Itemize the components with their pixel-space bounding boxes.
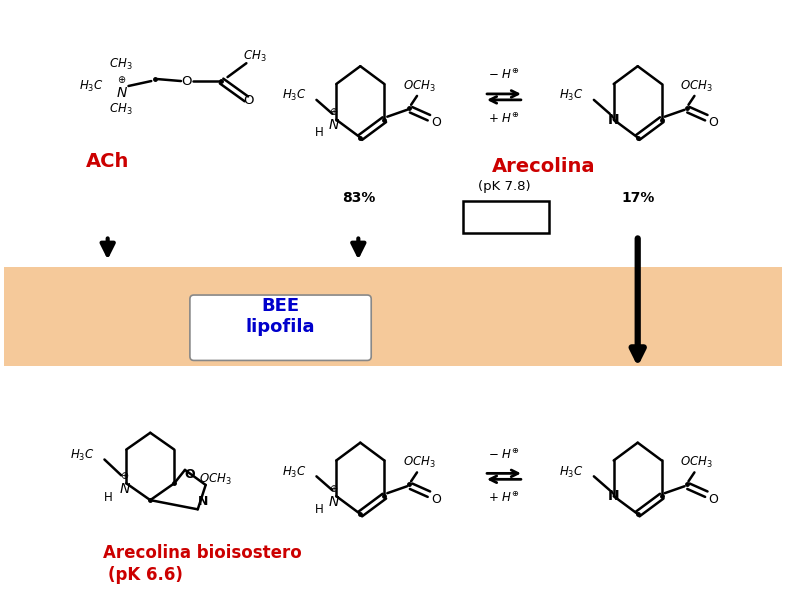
Text: (pK 7.8): (pK 7.8) xyxy=(478,180,531,192)
Text: $H_3C$: $H_3C$ xyxy=(560,89,584,104)
Text: $+\ H^{\oplus}$: $+\ H^{\oplus}$ xyxy=(488,491,520,506)
Text: $\overset{\oplus}{N}$: $\overset{\oplus}{N}$ xyxy=(116,75,127,100)
Text: O: O xyxy=(431,116,441,129)
Text: H: H xyxy=(104,491,112,504)
Text: $CH_3$: $CH_3$ xyxy=(108,57,132,72)
Text: $OCH_3$: $OCH_3$ xyxy=(680,78,713,93)
Text: 83%: 83% xyxy=(342,191,375,205)
Text: $\overset{\oplus}{N}$: $\overset{\oplus}{N}$ xyxy=(329,108,340,133)
Text: O: O xyxy=(708,492,718,506)
Text: (pK 6.6): (pK 6.6) xyxy=(108,567,182,585)
Text: O: O xyxy=(185,468,195,482)
Text: $H_3C$: $H_3C$ xyxy=(70,448,94,463)
Bar xyxy=(4,267,782,367)
FancyBboxPatch shape xyxy=(190,295,371,361)
Text: $H_3C$: $H_3C$ xyxy=(282,465,307,480)
Text: ACh: ACh xyxy=(86,152,130,171)
Text: $\overset{\oplus}{N}$: $\overset{\oplus}{N}$ xyxy=(119,472,131,497)
Text: N: N xyxy=(608,489,619,503)
Text: Arecolina bioisostero: Arecolina bioisostero xyxy=(103,544,302,562)
Text: $H_3C$: $H_3C$ xyxy=(79,78,103,93)
Text: $OCH_3$: $OCH_3$ xyxy=(402,455,435,470)
Text: $-\ H^{\oplus}$: $-\ H^{\oplus}$ xyxy=(488,447,520,462)
Text: $-\ H^{\oplus}$: $-\ H^{\oplus}$ xyxy=(488,68,520,82)
Text: $OCH_3$: $OCH_3$ xyxy=(199,472,232,487)
Text: pH 7.1: pH 7.1 xyxy=(482,209,531,222)
Text: O: O xyxy=(243,95,254,107)
FancyBboxPatch shape xyxy=(463,201,549,232)
Text: $CH_3$: $CH_3$ xyxy=(108,102,132,117)
Text: H: H xyxy=(314,126,323,139)
Text: $H_3C$: $H_3C$ xyxy=(560,465,584,480)
Text: 17%: 17% xyxy=(621,191,655,205)
Text: $OCH_3$: $OCH_3$ xyxy=(680,455,713,470)
Text: N: N xyxy=(197,495,208,508)
Text: N: N xyxy=(608,113,619,126)
Text: $\overset{\oplus}{N}$: $\overset{\oplus}{N}$ xyxy=(329,485,340,509)
Text: $H_3C$: $H_3C$ xyxy=(282,89,307,104)
Text: $OCH_3$: $OCH_3$ xyxy=(402,78,435,93)
Text: Arecolina: Arecolina xyxy=(492,157,595,176)
Text: O: O xyxy=(182,74,193,87)
Text: $CH_3$: $CH_3$ xyxy=(243,49,266,64)
Text: O: O xyxy=(708,116,718,129)
Text: $+\ H^{\oplus}$: $+\ H^{\oplus}$ xyxy=(488,111,520,126)
Text: O: O xyxy=(431,492,441,506)
Text: H: H xyxy=(314,503,323,516)
Text: BEE
lipofila: BEE lipofila xyxy=(245,298,315,336)
